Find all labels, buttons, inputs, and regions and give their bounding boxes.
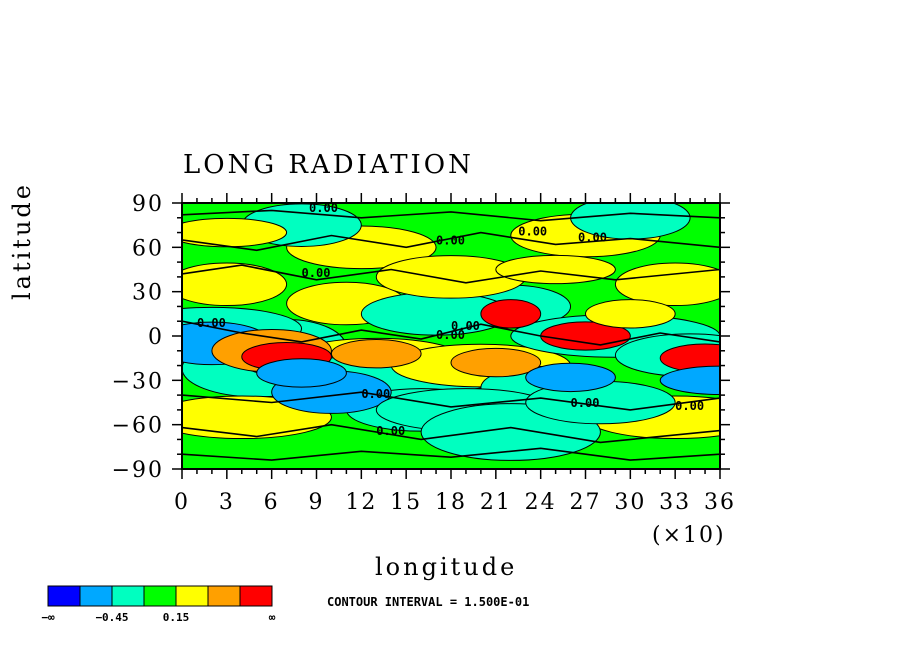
contour-label: 0.00 [376,424,405,438]
field-region [585,299,676,329]
x-tick-label: 0 [174,490,190,515]
field-region [256,358,347,388]
field-region [182,262,288,307]
x-tick-label: 15 [390,490,422,515]
contour-line [182,423,720,444]
y-tick-label: 0 [148,325,164,350]
contour-line [182,447,720,461]
x-tick-label: 18 [435,490,467,515]
contour-label: 0.00 [518,225,547,239]
contour-interval-text: CONTOUR INTERVAL = 1.500E-01 [327,595,530,609]
field-region [525,362,616,393]
contour-label: 0.00 [451,319,480,333]
colorbar-swatch [143,585,177,607]
y-tick-label: −90 [112,458,164,483]
contour-label: 0.00 [309,201,338,215]
field-region [495,254,616,285]
x-scale-note: (×10) [652,523,726,548]
x-axis-label: longitude [375,553,518,581]
contour-line [182,264,720,284]
contour-label: 0.00 [675,399,704,413]
chart-title: LONG RADIATION [183,150,474,180]
field-region [182,217,288,248]
contour-line [182,391,720,411]
contour-label: 0.00 [571,396,600,410]
y-tick-label: −60 [112,414,164,439]
contour-label: 0.00 [436,328,465,342]
colorbar-label: −∞ [41,611,55,624]
colorbar-label: −0.45 [95,611,128,624]
y-tick-label: 30 [132,281,164,306]
contour-line [182,320,720,346]
x-tick-label: 9 [309,490,325,515]
colorbar-label: ∞ [269,611,276,624]
contour-label: 0.00 [436,233,465,247]
colorbar-label: 0.15 [163,611,190,624]
y-tick-label: 90 [132,192,164,217]
contour-line [182,209,720,222]
x-tick-label: 3 [219,490,235,515]
field-region [614,262,720,307]
x-tick-label: 27 [570,490,602,515]
x-tick-label: 24 [525,490,557,515]
y-tick-label: −30 [112,369,164,394]
y-axis-label: latitude [8,182,36,300]
x-tick-label: 33 [659,490,691,515]
contour-label: 0.00 [578,230,607,244]
y-tick-label: 60 [132,236,164,261]
x-tick-label: 36 [704,490,736,515]
x-tick-label: 30 [614,490,646,515]
x-tick-label: 6 [264,490,280,515]
colorbar-swatch [207,585,241,607]
contour-label: 0.00 [197,316,226,330]
colorbar-swatch [79,585,113,607]
contour-label: 0.00 [302,266,331,280]
colorbar-swatch [47,585,81,607]
field-region [659,365,720,396]
x-tick-label: 12 [345,490,377,515]
field-region [480,299,542,329]
contour-label: 0.00 [361,387,390,401]
contour-line [182,231,720,252]
colorbar-swatch [111,585,145,607]
field-region [450,347,542,378]
field-region [330,339,422,369]
x-tick-label: 21 [480,490,512,515]
colorbar-swatch [175,585,209,607]
colorbar-swatch [239,585,273,607]
